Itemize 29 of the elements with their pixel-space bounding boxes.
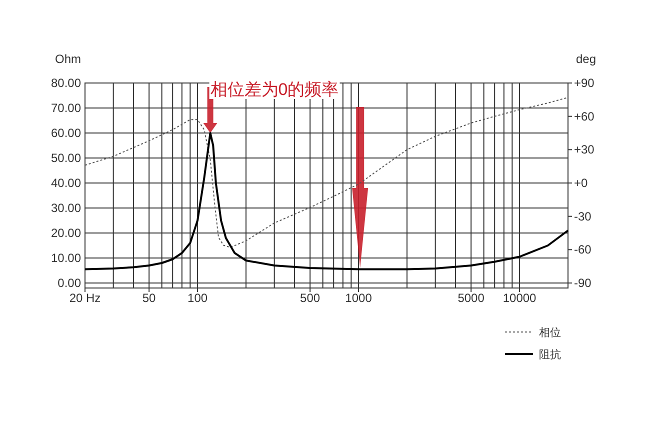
y-tick-label: 20.00 xyxy=(50,226,82,240)
y-tick-label: 30.00 xyxy=(50,201,82,215)
y-tick-label: 10.00 xyxy=(50,251,82,265)
legend-label: 阻抗 xyxy=(539,348,561,361)
x-tick-label: 20 Hz xyxy=(69,291,101,305)
x-tick-label: 50 xyxy=(142,291,156,305)
y-tick-label: 50.00 xyxy=(50,151,82,165)
x-tick-label: 100 xyxy=(188,291,208,305)
y2-axis-title: deg xyxy=(576,52,596,66)
y2-tick-label: -30 xyxy=(574,209,592,224)
y2-tick-label: -60 xyxy=(574,242,592,257)
y2-tick-label: +60 xyxy=(574,109,595,124)
y-tick-label: 60.00 xyxy=(50,126,82,140)
y2-tick-label: +30 xyxy=(574,142,595,157)
x-tick-label: 5000 xyxy=(458,291,485,305)
y2-tick-label: +90 xyxy=(574,76,595,90)
x-tick-label: 1000 xyxy=(345,291,372,305)
y-tick-label: 70.00 xyxy=(50,101,82,115)
annotation: 相位差为0的频率 xyxy=(203,80,340,133)
x-tick-label: 10000 xyxy=(502,291,537,305)
y-tick-label: 0.00 xyxy=(58,276,82,290)
y2-tick-label: -90 xyxy=(574,276,592,290)
y-tick-label: 40.00 xyxy=(50,176,82,190)
y2-tick-label: +0 xyxy=(574,176,588,190)
annotation: 相位差为0的频率 xyxy=(210,80,339,99)
legend-label: 相位 xyxy=(539,326,561,339)
y-axis-title: Ohm xyxy=(55,52,82,66)
x-tick-label: 500 xyxy=(300,291,320,305)
y-tick-label: 80.00 xyxy=(50,76,82,90)
